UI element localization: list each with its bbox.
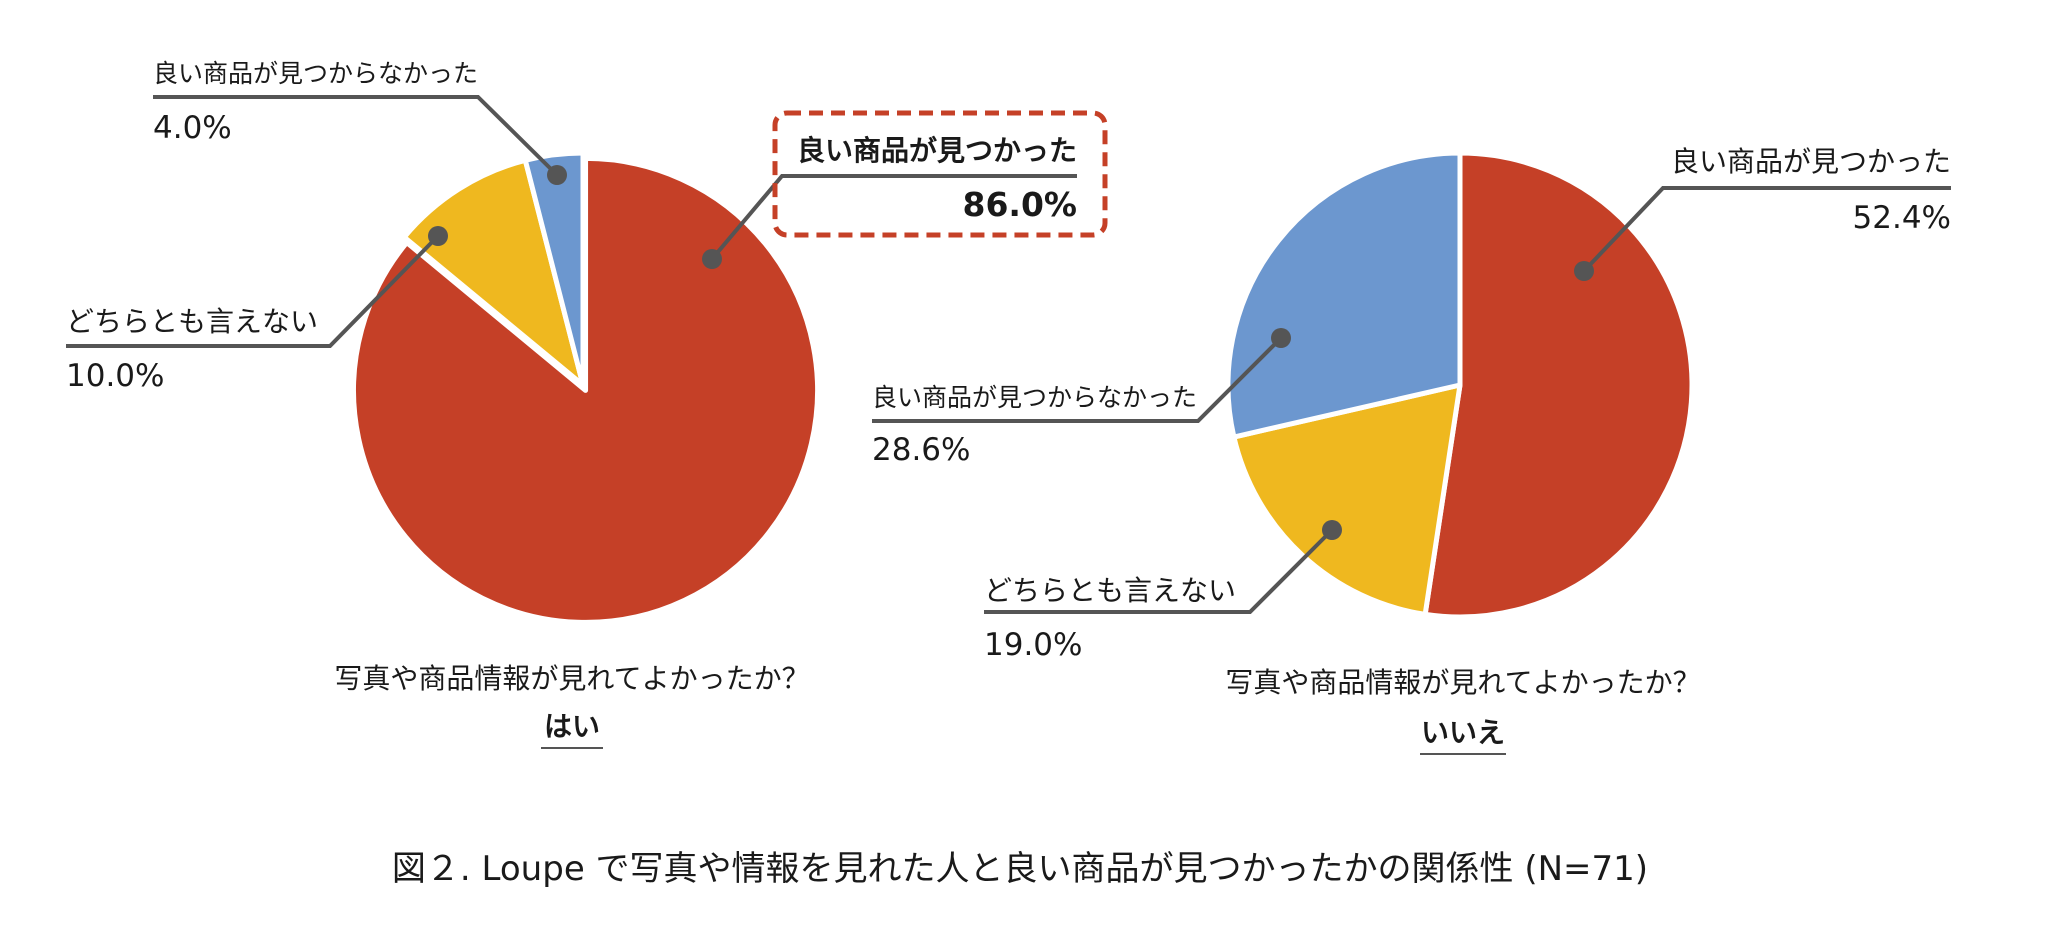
leader-lines-no xyxy=(872,186,1951,614)
leader-yes-not-found-line xyxy=(153,95,559,177)
pie-chart-yes xyxy=(351,150,821,625)
slice-value-yes-found: 86.0% xyxy=(963,185,1078,224)
pie-slice-no-not-found xyxy=(1225,150,1463,440)
slice-value-yes-neutral: 10.0% xyxy=(66,358,164,394)
slice-label-no-neutral: どちらとも言えない xyxy=(984,574,1236,607)
highlight-box xyxy=(772,110,1108,238)
slice-value-no-not-found: 28.6% xyxy=(872,432,970,468)
leader-yes-not-found-dot xyxy=(547,165,567,185)
slice-label-no-not-found: 良い商品が見つからなかった xyxy=(872,383,1197,412)
leader-no-not-found-dot xyxy=(1271,328,1291,348)
leader-no-neutral-dot xyxy=(1322,520,1342,540)
figure-caption: 図２. Loupe で写真や情報を見れた人と良い商品が見つかったかの関係性 (N… xyxy=(392,849,1648,889)
pie-slice-no-found xyxy=(1422,150,1695,620)
leader-yes-neutral-line xyxy=(66,234,440,348)
leader-yes-found-dot xyxy=(702,249,722,269)
leader-lines-yes xyxy=(66,95,1077,348)
slice-label-no-found: 良い商品が見つかった xyxy=(1671,145,1951,178)
leader-no-neutral-line xyxy=(984,528,1334,614)
pie-slice-yes-found xyxy=(351,155,821,625)
slice-value-yes-not-found: 4.0% xyxy=(153,110,232,146)
answer-no: いいえ xyxy=(1421,716,1505,749)
pie-slice-yes-not-found xyxy=(522,150,586,388)
question-no: 写真や商品情報が見れてよかったか？ xyxy=(1225,666,1700,699)
pie-chart-no xyxy=(1225,150,1695,620)
slice-value-no-found: 52.4% xyxy=(1853,200,1951,236)
answer-yes: はい xyxy=(544,710,600,743)
slice-label-yes-not-found: 良い商品が見つからなかった xyxy=(153,59,478,88)
leader-no-found-line xyxy=(1582,186,1951,273)
slice-label-yes-neutral: どちらとも言えない xyxy=(66,305,318,338)
slice-value-no-neutral: 19.0% xyxy=(984,627,1082,663)
leader-yes-neutral-dot xyxy=(428,226,448,246)
leader-yes-found-line xyxy=(710,174,1077,261)
leader-no-not-found-line xyxy=(872,336,1283,423)
question-yes: 写真や商品情報が見れてよかったか？ xyxy=(334,662,809,695)
leader-no-found-dot xyxy=(1574,261,1594,281)
slice-label-yes-found: 良い商品が見つかった xyxy=(797,134,1077,167)
pie-slice-no-neutral xyxy=(1231,382,1463,617)
